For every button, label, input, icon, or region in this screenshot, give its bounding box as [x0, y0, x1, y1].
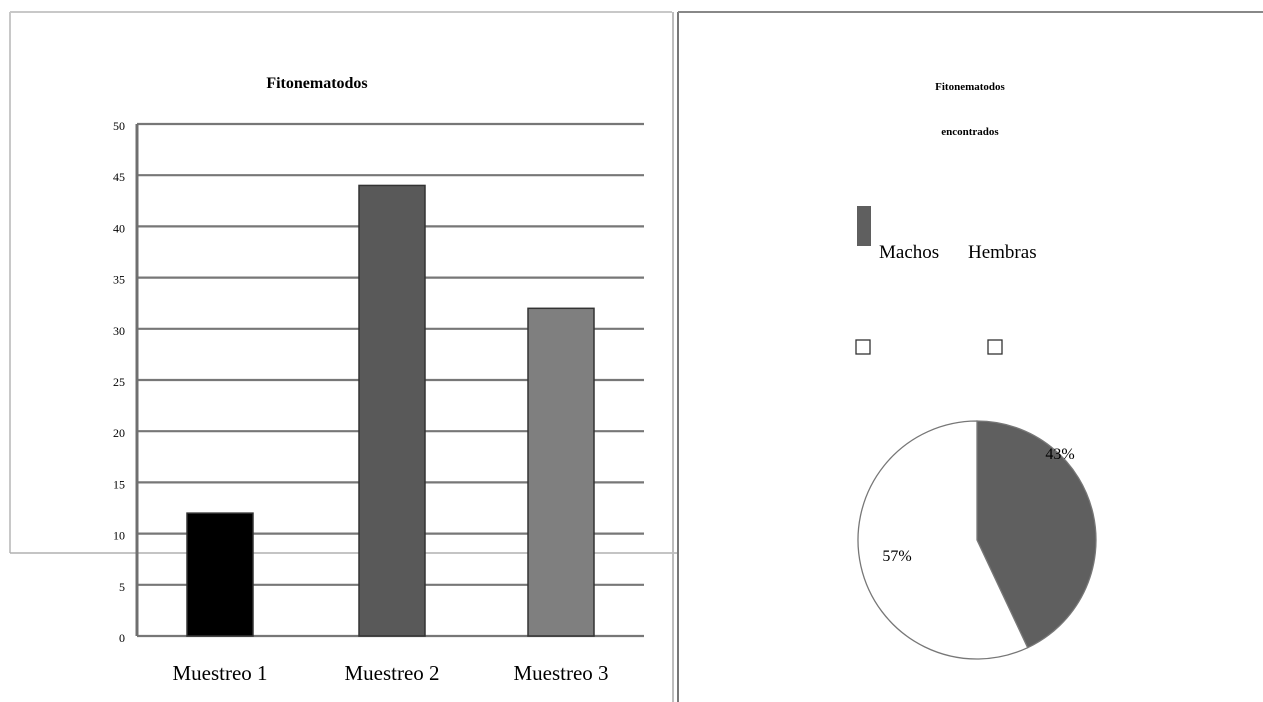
y-tick-label: 45 — [113, 170, 125, 184]
bar-chart-bars — [186, 184, 595, 637]
bar-chart-panel — [9, 11, 679, 702]
x-category-label: Muestreo 1 — [172, 661, 267, 685]
legend-checkbox-hembras — [987, 339, 1003, 355]
y-tick-label: 25 — [113, 375, 125, 389]
pie-slice-machos — [976, 420, 1097, 649]
y-tick-label: 10 — [113, 529, 125, 543]
pie-value-label: 57% — [882, 548, 911, 565]
y-tick-label: 5 — [119, 580, 125, 594]
y-tick-label: 40 — [113, 221, 125, 235]
pie-slice-hembras — [857, 420, 1029, 660]
y-tick-label: 0 — [119, 631, 125, 645]
legend-swatch-machos — [857, 206, 871, 246]
pie-chart-data-labels: 43% 57% — [882, 446, 1074, 565]
pie-chart-title-line-2: encontrados — [941, 126, 999, 138]
bar-chart-title: Fitonematodos — [266, 75, 367, 92]
pie-chart-title-line-1: Fitonematodos — [935, 81, 1005, 93]
pie-value-label: 43% — [1045, 446, 1074, 463]
bar-3 — [527, 307, 595, 637]
bar-chart-y-axis: 0 5 10 15 20 25 30 35 40 45 50 — [113, 119, 125, 645]
pie-chart-legend: Machos Hembras — [855, 206, 1037, 355]
y-tick-label: 15 — [113, 477, 125, 491]
legend-label-machos: Machos — [879, 242, 939, 263]
y-tick-label: 50 — [113, 119, 125, 133]
legend-label-hembras: Hembras — [968, 242, 1037, 263]
pie-chart-slices — [857, 420, 1097, 660]
y-tick-label: 35 — [113, 273, 125, 287]
bar-1 — [186, 512, 254, 637]
bar-2 — [358, 184, 426, 637]
x-category-label: Muestreo 3 — [513, 661, 608, 685]
bar-chart-x-axis: Muestreo 1 Muestreo 2 Muestreo 3 — [172, 661, 608, 685]
y-tick-label: 30 — [113, 324, 125, 338]
y-tick-label: 20 — [113, 426, 125, 440]
x-category-label: Muestreo 2 — [344, 661, 439, 685]
legend-checkbox-machos — [855, 339, 871, 355]
